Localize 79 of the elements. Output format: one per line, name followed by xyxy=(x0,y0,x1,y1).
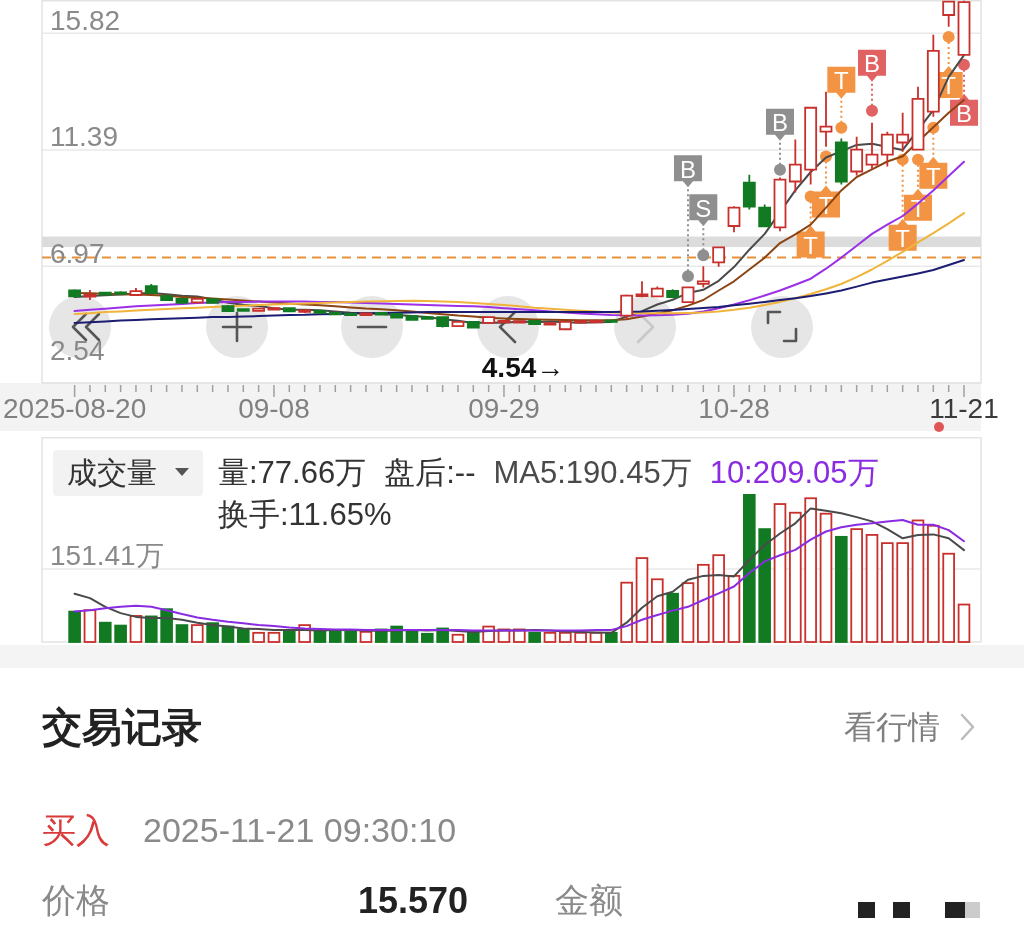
bar xyxy=(911,519,925,643)
data-label: B xyxy=(863,50,880,78)
bar xyxy=(681,582,695,643)
y-tick-label: 15.82 xyxy=(50,4,121,36)
text: 交易记录 xyxy=(41,705,202,749)
x-tick-label: 2025-08-20 xyxy=(3,392,147,424)
text: 看行情 xyxy=(844,709,940,745)
bar xyxy=(175,624,189,643)
bar xyxy=(190,624,204,643)
text: 价格 xyxy=(41,881,110,919)
x-tick-label: 09-29 xyxy=(468,392,540,424)
data-label: T xyxy=(803,232,819,259)
bar xyxy=(620,581,633,643)
series-label: 10:209.05万 xyxy=(709,454,879,490)
bar xyxy=(605,631,618,643)
bar xyxy=(927,524,940,643)
bar xyxy=(942,552,955,643)
bar xyxy=(666,592,679,643)
bar xyxy=(957,603,971,643)
y-tick-label: 2.54 xyxy=(50,334,105,366)
x-tick-label: 09-08 xyxy=(238,392,310,424)
text: MA5:190.45万 xyxy=(493,454,692,490)
bar xyxy=(835,535,848,643)
bar xyxy=(405,630,419,643)
data-label: T xyxy=(926,163,941,191)
text: 成交量 xyxy=(67,455,157,489)
bar xyxy=(313,630,327,643)
data-label: B xyxy=(771,109,788,137)
bar xyxy=(727,575,741,643)
x-tick-label: 11-21 xyxy=(929,392,999,424)
y-tick-label: 6.97 xyxy=(50,237,105,269)
annotation: 换手:11.65% xyxy=(218,496,392,532)
bar xyxy=(344,630,357,643)
bar xyxy=(329,630,342,643)
text: 15.570 xyxy=(358,879,469,921)
bar xyxy=(789,511,802,643)
bar xyxy=(68,610,81,643)
data-label: B xyxy=(955,100,973,128)
bar xyxy=(451,633,465,643)
bar xyxy=(635,557,649,643)
annotation: 盘后:-- xyxy=(384,454,476,490)
bar xyxy=(743,493,756,643)
data-label: B xyxy=(679,155,696,183)
bar xyxy=(574,631,587,643)
data-label: T xyxy=(833,67,849,95)
bar xyxy=(773,503,787,643)
annotation: 量:77.66万 xyxy=(218,454,367,490)
bar xyxy=(896,542,909,643)
bar xyxy=(804,497,817,643)
bar xyxy=(283,629,296,643)
bar xyxy=(559,631,572,643)
bar xyxy=(712,554,725,643)
bar xyxy=(819,512,833,643)
text: 买入 xyxy=(42,811,110,849)
bar xyxy=(651,578,664,643)
bar xyxy=(421,632,434,643)
data-label: S xyxy=(695,194,712,222)
y-tick-label: 151.41万 xyxy=(50,540,164,572)
bar xyxy=(236,628,250,643)
bar xyxy=(850,528,863,643)
x-tick-label: 10-28 xyxy=(698,392,770,424)
bar xyxy=(758,528,771,643)
bar xyxy=(359,630,373,643)
data-label: T xyxy=(895,225,911,253)
text: 2025-11-21 09:30:10 xyxy=(143,811,457,849)
bar xyxy=(543,631,557,643)
text: 金额 xyxy=(555,881,623,919)
bar xyxy=(528,631,541,643)
bar xyxy=(697,563,710,643)
bar xyxy=(865,534,879,643)
bar xyxy=(267,631,281,643)
bar xyxy=(83,609,97,643)
bar xyxy=(144,615,158,643)
bar xyxy=(881,542,894,643)
bar xyxy=(98,621,112,643)
bar xyxy=(114,624,127,643)
bar xyxy=(252,631,265,643)
y-tick-label: 11.39 xyxy=(50,121,118,153)
annotation: 4.54→ xyxy=(481,351,565,383)
